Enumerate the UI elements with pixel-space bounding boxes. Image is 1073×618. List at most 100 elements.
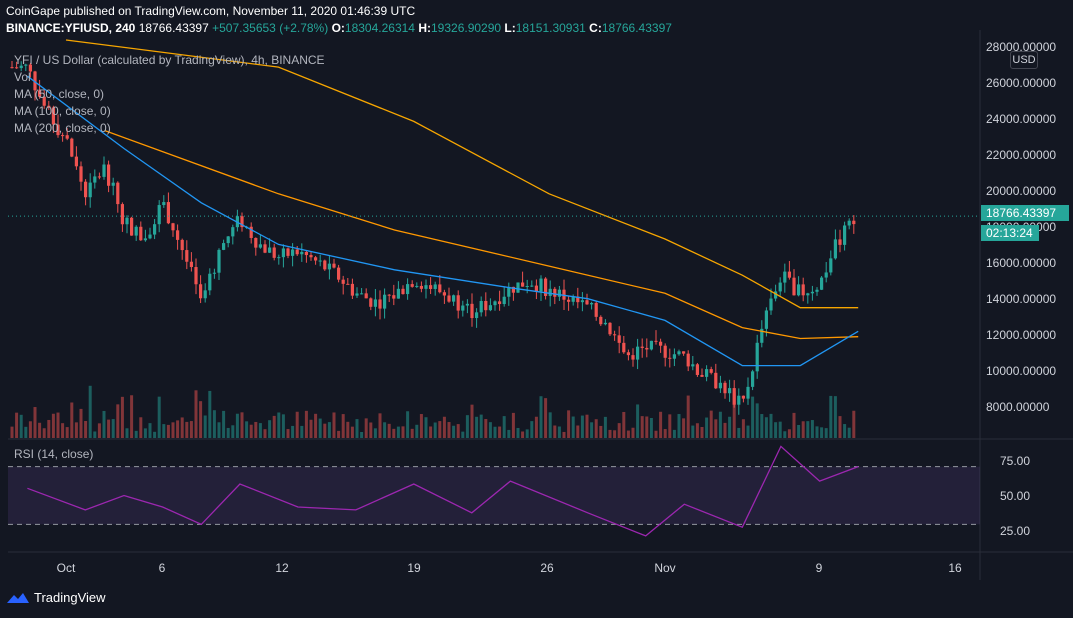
candle-body	[56, 124, 60, 136]
volume-bar	[51, 413, 55, 438]
candle-body	[636, 346, 640, 360]
volume-bar	[295, 411, 299, 438]
candle-body	[806, 293, 810, 296]
candle-body	[231, 227, 235, 237]
candle-body	[120, 204, 124, 225]
volume-bar	[732, 392, 736, 438]
candle-body	[212, 272, 216, 274]
volume-bar	[350, 426, 354, 438]
volume-bar	[254, 421, 258, 438]
volume-bar	[622, 411, 626, 438]
volume-bar	[143, 428, 147, 438]
candle-body	[364, 293, 368, 299]
volume-bar	[102, 410, 106, 438]
candle-body	[337, 267, 341, 280]
candle-body	[488, 305, 492, 311]
candle-body	[852, 220, 856, 225]
candle-body	[548, 288, 552, 296]
volume-bar	[15, 412, 19, 438]
candle-body	[741, 395, 745, 399]
candle-body	[603, 322, 607, 325]
volume-bar	[700, 426, 704, 438]
rsi-band	[8, 466, 980, 525]
candle-body	[323, 260, 327, 270]
candle-body	[61, 135, 65, 137]
candle-body	[479, 300, 483, 313]
volume-bar	[332, 412, 336, 438]
currency-button[interactable]: USD	[1010, 51, 1038, 69]
candle-body	[608, 322, 612, 335]
volume-bar	[162, 424, 166, 438]
candle-body	[162, 202, 166, 206]
volume-bar	[383, 422, 387, 438]
volume-bar	[806, 421, 810, 438]
volume-bar	[171, 422, 175, 438]
candle-body	[33, 71, 37, 91]
candle-body	[97, 176, 101, 178]
volume-bar	[525, 429, 529, 438]
volume-bar	[286, 429, 290, 438]
candle-body	[42, 96, 46, 106]
volume-bar	[38, 422, 42, 438]
candle-body	[199, 284, 203, 299]
volume-bar	[396, 426, 400, 438]
candle-body	[585, 300, 589, 305]
volume-bar	[470, 404, 474, 438]
candle-body	[383, 294, 387, 309]
candle-body	[28, 64, 32, 72]
volume-bar	[65, 427, 69, 438]
volume-bar	[640, 416, 644, 438]
candle-body	[502, 296, 506, 305]
volume-bar	[728, 416, 732, 438]
candle-body	[590, 303, 594, 305]
candle-body	[843, 225, 847, 245]
volume-bar	[185, 421, 189, 438]
candle-body	[622, 342, 626, 353]
candle-body	[327, 263, 331, 270]
candle-body	[783, 271, 787, 283]
volume-bar	[571, 416, 575, 438]
volume-bar	[824, 428, 828, 438]
candle-body	[470, 303, 474, 319]
volume-bar	[309, 419, 313, 438]
candle-body	[38, 90, 42, 97]
candle-body	[709, 369, 713, 373]
volume-bar	[553, 425, 557, 438]
close-value: 18766.43397	[601, 21, 672, 35]
candle-body	[189, 261, 193, 268]
candle-body	[309, 255, 313, 258]
tradingview-logo[interactable]: TradingView	[6, 590, 106, 605]
candle-body	[571, 296, 575, 302]
candle-body	[84, 181, 88, 198]
volume-bar	[10, 426, 14, 438]
volume-bar	[714, 419, 718, 438]
volume-bar	[507, 429, 511, 438]
bar-countdown: 02:13:24	[981, 225, 1039, 241]
volume-bar	[56, 412, 60, 438]
candle-body	[396, 288, 400, 299]
candle-body	[539, 278, 543, 292]
volume-bar	[139, 417, 143, 438]
candle-body	[668, 357, 672, 359]
volume-bar	[226, 427, 230, 438]
rsi-line	[27, 445, 859, 537]
volume-bar	[433, 422, 437, 438]
candle-body	[341, 279, 345, 284]
candle-body	[350, 283, 354, 296]
volume-bar	[419, 414, 423, 438]
candle-body	[291, 249, 295, 256]
candle-body	[130, 217, 134, 236]
high-label: H:	[418, 21, 431, 35]
candle-body	[631, 355, 635, 360]
volume-bar	[258, 423, 262, 438]
volume-bar	[530, 421, 534, 438]
candle-body	[659, 341, 663, 346]
time-tick: Oct	[56, 561, 76, 575]
volume-bar	[649, 417, 653, 438]
time-tick: 19	[407, 561, 421, 575]
volume-bar	[176, 420, 180, 438]
candle-body	[755, 342, 759, 372]
candle-body	[613, 334, 617, 336]
volume-bar	[465, 415, 469, 438]
candle-body	[286, 248, 290, 256]
